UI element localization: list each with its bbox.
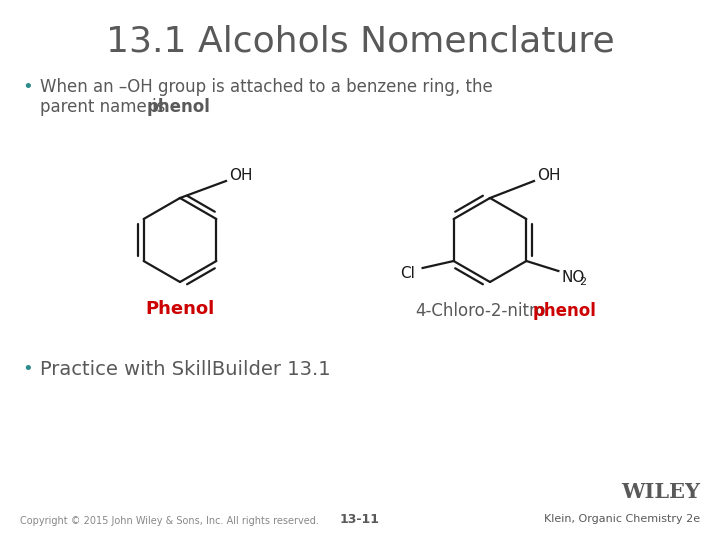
Text: Phenol: Phenol <box>145 300 215 318</box>
Text: 13-11: 13-11 <box>340 513 380 526</box>
Text: WILEY: WILEY <box>621 482 700 502</box>
Text: •: • <box>22 360 32 378</box>
Text: 4-Chloro-2-nitro: 4-Chloro-2-nitro <box>415 302 546 320</box>
Text: OH: OH <box>537 167 560 183</box>
Text: OH: OH <box>229 167 253 183</box>
Text: 13.1 Alcohols Nomenclature: 13.1 Alcohols Nomenclature <box>106 25 614 59</box>
Text: phenol: phenol <box>533 302 597 320</box>
Text: When an –OH group is attached to a benzene ring, the: When an –OH group is attached to a benze… <box>40 78 492 96</box>
Text: Cl: Cl <box>400 266 415 280</box>
Text: NO: NO <box>562 269 585 285</box>
Text: Practice with SkillBuilder 13.1: Practice with SkillBuilder 13.1 <box>40 360 330 379</box>
Text: Klein, Organic Chemistry 2e: Klein, Organic Chemistry 2e <box>544 514 700 524</box>
Text: •: • <box>22 78 32 96</box>
Text: parent name is: parent name is <box>40 98 171 116</box>
Text: Copyright © 2015 John Wiley & Sons, Inc. All rights reserved.: Copyright © 2015 John Wiley & Sons, Inc.… <box>20 516 319 526</box>
Text: 2: 2 <box>580 277 587 287</box>
Text: phenol: phenol <box>147 98 211 116</box>
